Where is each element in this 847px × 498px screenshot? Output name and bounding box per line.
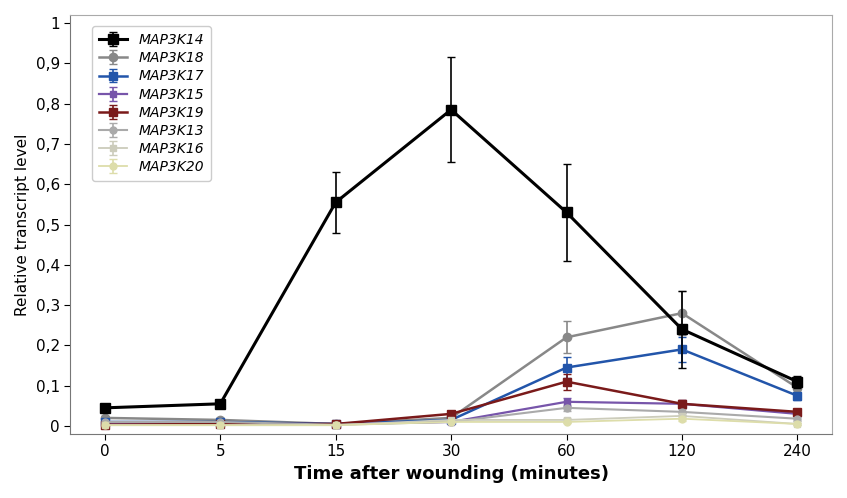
Legend: MAP3K14, MAP3K18, MAP3K17, MAP3K15, MAP3K19, MAP3K13, MAP3K16, MAP3K20: MAP3K14, MAP3K18, MAP3K17, MAP3K15, MAP3… [92,26,211,181]
X-axis label: Time after wounding (minutes): Time after wounding (minutes) [294,465,609,483]
Y-axis label: Relative transcript level: Relative transcript level [15,133,30,316]
